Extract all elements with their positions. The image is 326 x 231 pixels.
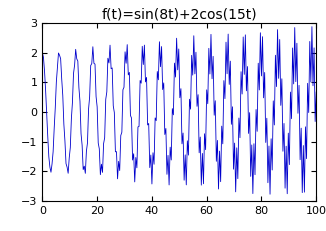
Title: f(t)=sin(8t)+2cos(15t): f(t)=sin(8t)+2cos(15t) xyxy=(101,8,257,22)
